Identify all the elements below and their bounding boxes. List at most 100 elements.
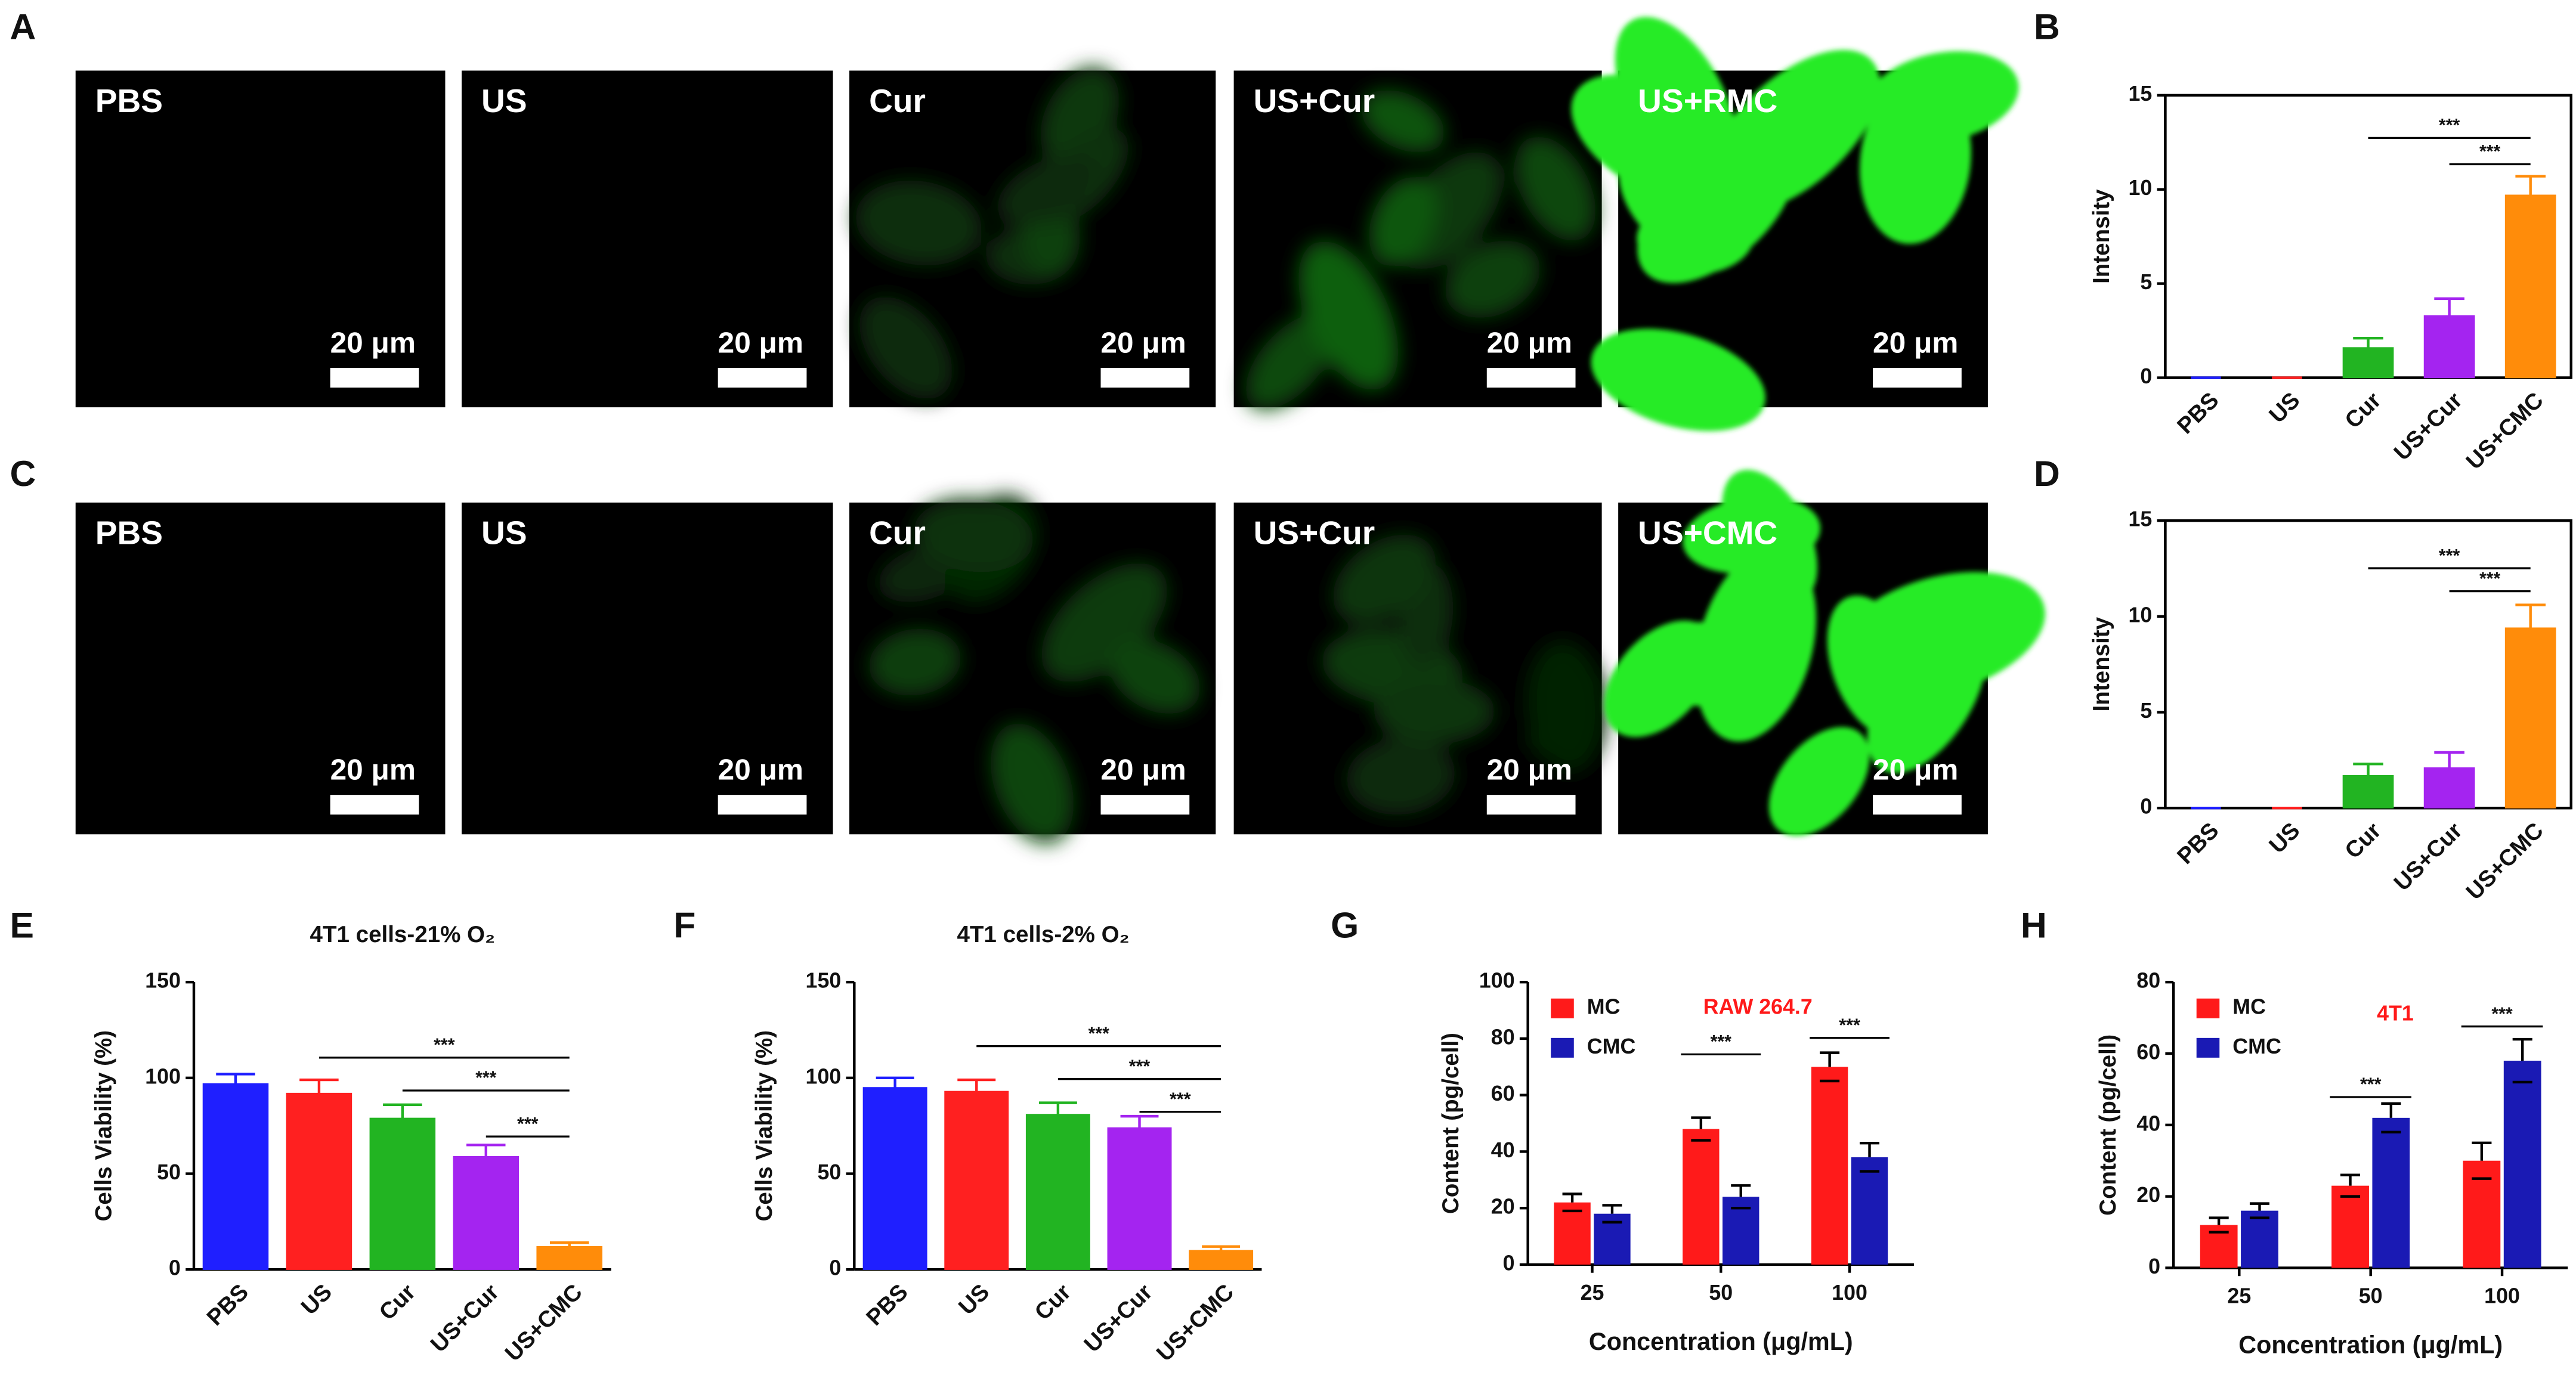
annotation: RAW 264.7	[1703, 995, 1813, 1019]
x-tick-label: PBS	[202, 1279, 253, 1330]
y-tick-label: 100	[806, 1064, 842, 1088]
x-tick-label: US+CMC	[2461, 817, 2549, 904]
x-tick-label: US+CMC	[2461, 388, 2549, 475]
y-axis-label: Intensity	[2089, 617, 2114, 711]
x-tick-label: 25	[1581, 1281, 1604, 1305]
bar	[536, 1246, 602, 1270]
error-bar	[299, 1078, 339, 1093]
error-bar	[2353, 763, 2383, 776]
y-tick-label: 0	[2148, 1254, 2160, 1278]
y-axis-label: Content (pg/cell)	[1438, 1033, 1464, 1214]
x-tick-label: US	[296, 1279, 337, 1319]
error-bar	[1562, 1192, 1582, 1213]
x-tick-label: US+CMC	[1152, 1279, 1239, 1366]
cells	[1245, 89, 1596, 410]
x-tick-label: US	[954, 1279, 994, 1319]
bar	[1851, 1157, 1888, 1265]
y-tick-label: 5	[2140, 699, 2152, 723]
y-tick-label: 10	[2129, 176, 2153, 200]
scale-bar	[718, 368, 807, 388]
x-tick-label: PBS	[2172, 817, 2224, 869]
image-label: US	[481, 515, 527, 552]
panel-letter: D	[2034, 453, 2060, 494]
cell	[1527, 668, 1605, 759]
scale-bar	[330, 368, 419, 388]
panel-letter: C	[10, 453, 36, 494]
error-bar	[876, 1076, 914, 1088]
legend-swatch	[1551, 1037, 1574, 1058]
micrograph	[462, 502, 833, 835]
y-tick-label: 15	[2129, 507, 2153, 531]
y-tick-label: 5	[2140, 270, 2152, 294]
y-tick-label: 100	[1479, 969, 1515, 993]
bar	[1683, 1129, 1720, 1265]
scale-bar-label: 20 μm	[1100, 753, 1186, 786]
scale-bar-label: 20 μm	[1873, 753, 1958, 786]
bar	[2372, 1117, 2410, 1268]
significance-label: ***	[1839, 1016, 1860, 1036]
significance-label: ***	[2439, 546, 2460, 566]
cell	[1591, 329, 1765, 432]
cell	[1604, 620, 1716, 738]
error-bar	[1038, 1101, 1077, 1114]
bar	[2342, 775, 2394, 808]
cell	[990, 723, 1074, 844]
y-tick-label: 15	[2129, 82, 2153, 106]
bar	[1554, 1202, 1591, 1265]
y-tick-label: 0	[2140, 795, 2152, 819]
image-label: US	[481, 82, 527, 119]
cell	[1374, 679, 1495, 745]
bar	[944, 1091, 1009, 1270]
chart-title: 4T1 cells-21% O₂	[310, 922, 496, 947]
y-axis-label: Content (pg/cell)	[2095, 1034, 2121, 1216]
y-tick-label: 0	[2140, 364, 2152, 388]
x-tick-label: US+Cur	[1079, 1279, 1157, 1357]
cell	[1041, 563, 1168, 683]
error-bar	[2249, 1202, 2270, 1219]
error-bar	[2434, 297, 2464, 316]
x-tick-label: US	[2264, 388, 2305, 428]
x-tick-label: US+Cur	[2389, 388, 2467, 466]
cell	[1332, 534, 1436, 624]
cell	[1515, 136, 1596, 241]
cells	[855, 67, 1129, 399]
y-axis-label: Intensity	[2089, 189, 2114, 284]
significance-label: ***	[2439, 116, 2460, 135]
significance-label: ***	[2491, 1004, 2513, 1024]
bar	[2463, 1160, 2501, 1268]
x-tick-label: 100	[1832, 1281, 1867, 1305]
significance-label: ***	[434, 1036, 455, 1055]
y-tick-label: 20	[1491, 1195, 1515, 1219]
image-label: Cur	[869, 515, 926, 552]
error-bar	[1202, 1245, 1241, 1251]
panel-letter: G	[1331, 904, 1359, 945]
scale-bar	[1100, 368, 1190, 388]
x-tick-label: 50	[2359, 1284, 2383, 1308]
scale-bar	[1100, 795, 1190, 815]
significance-label: ***	[2479, 569, 2501, 588]
y-axis-label: Cells Viability (%)	[752, 1030, 777, 1222]
significance-label: ***	[2479, 142, 2501, 162]
micrograph	[75, 70, 446, 408]
bar	[2504, 194, 2556, 379]
error-bar	[2209, 1216, 2229, 1234]
bar	[453, 1156, 519, 1270]
cells	[1322, 534, 1606, 815]
scale-bar-label: 20 μm	[718, 326, 803, 360]
cell	[1707, 49, 1881, 213]
bar	[1189, 1250, 1254, 1270]
error-bar	[2381, 1102, 2401, 1133]
error-bar	[1602, 1204, 1622, 1224]
cell	[997, 154, 1097, 226]
image-label: PBS	[95, 515, 163, 552]
x-tick-label: US+Cur	[426, 1279, 504, 1357]
error-bar	[2515, 175, 2546, 196]
scale-bar	[330, 795, 419, 815]
error-bar	[2472, 1141, 2492, 1180]
significance-label: ***	[517, 1114, 539, 1134]
scale-bar-label: 20 μm	[1487, 753, 1572, 786]
y-tick-label: 150	[806, 969, 842, 993]
image-label: US+CMC	[1638, 515, 1777, 552]
scale-bar	[1486, 795, 1576, 815]
error-bar	[383, 1103, 422, 1119]
